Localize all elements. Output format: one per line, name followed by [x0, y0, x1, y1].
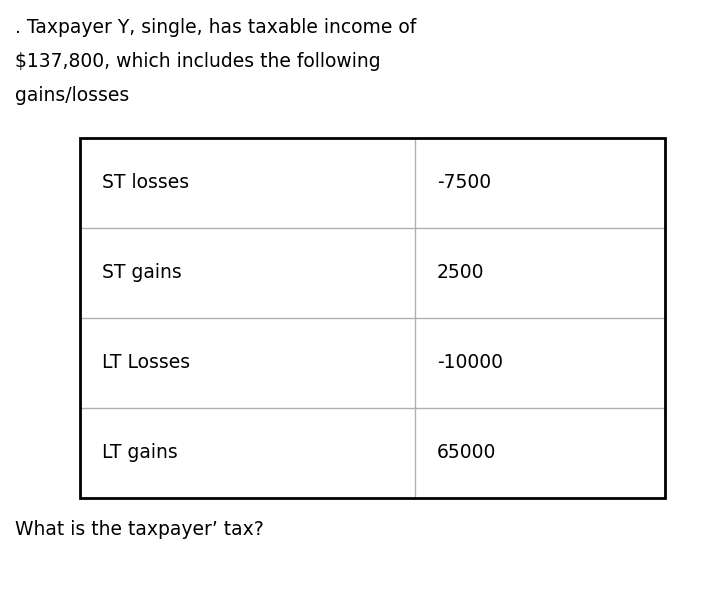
Text: . Taxpayer Y, single, has taxable income of: . Taxpayer Y, single, has taxable income… — [15, 18, 416, 37]
Text: LT Losses: LT Losses — [102, 353, 190, 372]
Text: $137,800, which includes the following: $137,800, which includes the following — [15, 52, 381, 71]
Text: ST losses: ST losses — [102, 173, 189, 192]
Text: gains/losses: gains/losses — [15, 86, 129, 105]
Text: 65000: 65000 — [437, 443, 496, 462]
Text: ST gains: ST gains — [102, 263, 182, 282]
Text: 2500: 2500 — [437, 263, 484, 282]
Bar — [80, 138, 665, 498]
Text: LT gains: LT gains — [102, 443, 178, 462]
Text: -10000: -10000 — [437, 353, 503, 372]
Text: -7500: -7500 — [437, 173, 491, 192]
Text: What is the taxpayer’ tax?: What is the taxpayer’ tax? — [15, 520, 264, 539]
